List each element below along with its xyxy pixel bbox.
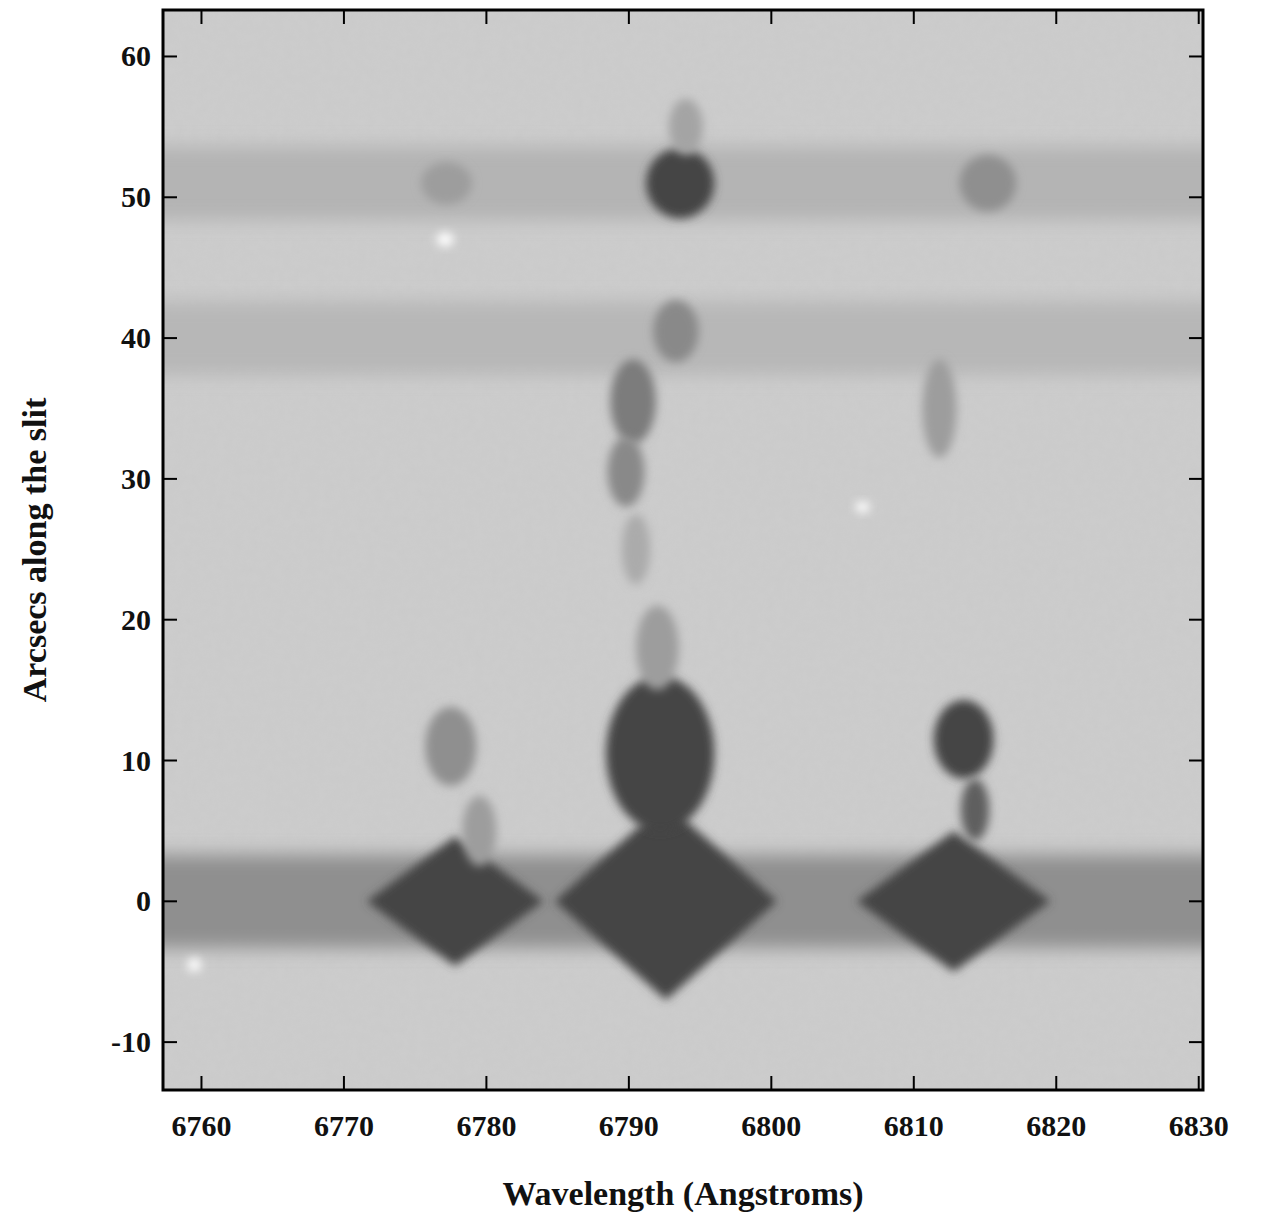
emission-feature [555,803,777,1000]
x-tick [485,1076,487,1090]
x-tick-label: 6770 [314,1109,374,1142]
chart: 6760 6770 6780 6790 6800 6810 6820 6830 -10 0 10 20… [0,0,1261,1222]
x-tick [770,1076,772,1090]
emission-feature [437,232,454,246]
y-tick-label: -10 [111,1025,151,1058]
image [163,10,1203,1090]
x-tick [628,1076,630,1090]
x-tick-label: 6820 [1026,1109,1086,1142]
emission-feature [646,148,714,218]
frame [163,10,1203,1090]
x-tick-label: 6830 [1169,1109,1229,1142]
y-tick [1189,1041,1203,1043]
x-tick [628,10,630,24]
emission-feature [857,831,1051,972]
y-tick [163,900,177,902]
y-tick [163,619,177,621]
y-tick [1189,196,1203,198]
y-axis-title: Arcsecs along the slit [16,397,53,702]
emission-feature [610,359,656,443]
x-tick [1055,10,1057,24]
x-tick-label: 6800 [741,1109,801,1142]
x-tick-label: 6810 [884,1109,944,1142]
emission-feature [934,700,994,779]
y-tick-label: 50 [121,180,151,213]
x-axis-title: Wavelength (Angstroms) [502,1175,863,1213]
emission-feature [367,837,544,967]
emission-feature [187,958,201,972]
emission-feature [462,796,496,866]
y-tick-label: 10 [121,744,151,777]
x-tick [343,10,345,24]
y-tick [1189,760,1203,762]
x-tick [1055,1076,1057,1090]
x-tick [485,10,487,24]
y-tick [163,196,177,198]
x-tick [770,10,772,24]
emission-feature [636,606,679,690]
y-tick [163,337,177,339]
emission-feature [922,359,956,458]
emission-feature [855,501,869,512]
x-tick [200,10,202,24]
y-tick-label: 0 [136,884,151,917]
emission-feature [606,676,714,831]
y-tick-label: 60 [121,39,151,72]
y-tick [163,478,177,480]
x-tick [913,1076,915,1090]
y-tick-label: 20 [121,603,151,636]
y-tick [1189,478,1203,480]
x-tick [200,1076,202,1090]
emission-feature [425,707,476,786]
y-tick [1189,900,1203,902]
emission-feature [959,155,1016,211]
emission-feature [622,514,650,584]
x-tick [343,1076,345,1090]
emission-feature [653,300,699,362]
x-tick [913,10,915,24]
y-tick [1189,337,1203,339]
emission-feature [961,779,989,841]
y-tick [163,760,177,762]
y-tick [163,55,177,57]
x-tick-label: 6780 [456,1109,516,1142]
continuum-band [163,147,1203,220]
emission-feature [421,162,472,204]
y-tick [1189,619,1203,621]
emission-feature [607,437,644,507]
x-tick-label: 6790 [599,1109,659,1142]
x-tick [1198,1076,1200,1090]
y-tick [163,1041,177,1043]
x-tick-label: 6760 [171,1109,231,1142]
x-tick [1198,10,1200,24]
y-tick-label: 30 [121,462,151,495]
emission-feature [669,99,703,155]
y-tick-label: 40 [121,321,151,354]
y-tick [1189,55,1203,57]
